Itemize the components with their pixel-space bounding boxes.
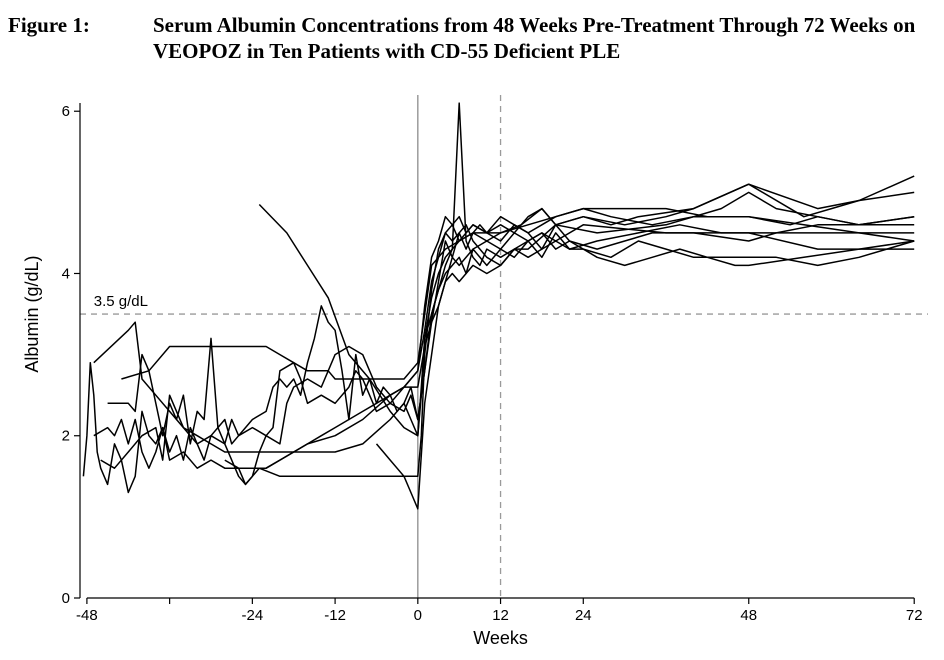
series-line-10 [375, 232, 915, 510]
series-line-3 [100, 102, 915, 469]
series-line-8 [265, 240, 915, 469]
y-tick-label: 4 [62, 265, 70, 282]
x-tick-label: 48 [740, 607, 757, 624]
figure-label: Figure 1: [8, 13, 90, 37]
reference-line-label: 3.5 g/dL [94, 293, 148, 310]
x-tick-label: 12 [492, 607, 509, 624]
x-axis-label: Weeks [473, 628, 528, 648]
series-line-9 [258, 203, 915, 437]
x-tick-label: -48 [76, 607, 98, 624]
x-tick-label: -12 [324, 607, 346, 624]
y-tick-label: 6 [62, 103, 70, 120]
series-line-4 [107, 175, 915, 445]
y-tick-label: 0 [62, 590, 70, 607]
series-line-1 [82, 224, 915, 494]
x-tick-label: 0 [414, 607, 422, 624]
y-axis-label: Albumin (g/dL) [22, 256, 42, 373]
y-tick-label: 2 [62, 428, 70, 445]
series-line-6 [121, 207, 915, 380]
x-tick-label: 24 [575, 607, 592, 624]
x-tick-label: 72 [906, 607, 923, 624]
reference-lines: 3.5 g/dL [80, 95, 928, 598]
series-group [82, 102, 915, 510]
figure-title: Serum Albumin Concentrations from 48 Wee… [153, 13, 916, 63]
x-tick-label: -24 [242, 607, 264, 624]
